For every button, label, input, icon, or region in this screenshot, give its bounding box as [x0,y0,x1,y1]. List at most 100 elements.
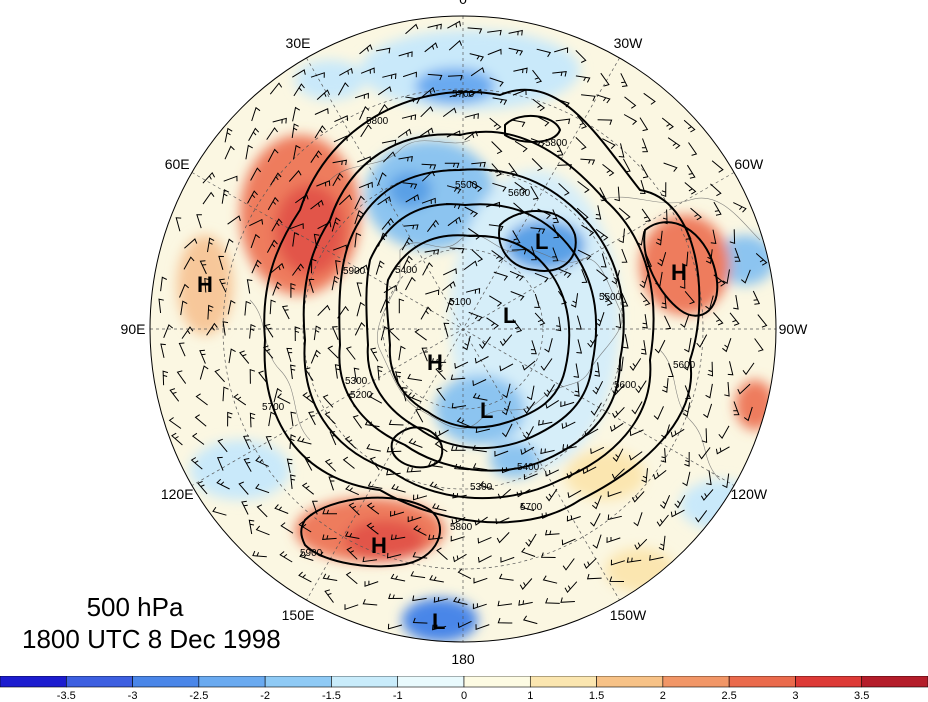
wind-barb [510,119,526,127]
wind-barb [576,207,589,221]
wind-barb [269,82,283,95]
wind-barb [599,187,607,202]
wind-barb [486,201,500,208]
wind-barb [713,274,726,287]
wind-barb [178,342,186,357]
wind-barb [405,276,416,291]
wind-barb [322,534,337,540]
wind-barb [255,456,269,467]
wind-barb [387,623,403,630]
wind-barb [316,180,331,187]
wind-barb [375,260,385,275]
wind-barb [472,392,488,401]
color-bar-label: -1.5 [322,690,341,702]
wind-barb [427,23,442,30]
color-bar-boxes [0,676,928,688]
wind-barb [313,325,321,341]
wind-barb [487,48,502,56]
wind-barb [470,67,485,77]
wind-barb [557,290,568,305]
wind-barb [179,283,190,298]
wind-barb [425,289,440,296]
wind-barb [324,458,337,472]
wind-barb [479,481,494,490]
wind-barb [611,468,625,480]
wind-barb [382,151,396,163]
wind-barb [447,216,462,227]
wind-barb [609,576,625,582]
wind-barb [684,385,692,400]
wind-barb [575,75,591,83]
wind-barb [382,73,397,79]
wind-barb [645,253,653,268]
wind-barb [359,44,373,55]
wind-barb [540,358,553,371]
wind-barb [703,403,713,419]
color-bar-box [529,676,597,688]
wind-barb [660,448,667,463]
wind-barb [492,182,507,192]
wind-barb [510,291,525,301]
wind-barb [337,305,349,319]
wind-barb [354,209,364,225]
wind-barb [512,230,521,245]
wind-barb [556,141,564,156]
wind-barb [370,347,379,362]
wind-barb [398,51,413,58]
wind-barb [679,274,686,289]
wind-barb [332,172,344,187]
wind-barb [562,558,575,571]
wind-barb [424,42,438,53]
wind-barb [487,29,502,36]
wind-barb [348,393,355,408]
wind-barb [661,117,674,130]
wind-barb [390,573,406,582]
wind-barb [268,411,276,427]
wind-barb [221,189,230,204]
wind-barb [379,298,390,313]
wind-barb [558,183,570,196]
wind-barb [594,362,600,377]
wind-barb [334,364,341,379]
wind-barb [718,425,730,439]
wind-barb [272,117,287,124]
wind-barb [492,97,508,105]
wind-barb [447,20,461,29]
wind-barb [267,196,279,211]
wind-barb [181,326,194,339]
wind-barb [279,551,293,563]
wind-barb [319,551,334,561]
wind-barb [499,363,514,372]
wind-barb [449,92,464,98]
wind-barb [475,427,491,434]
wind-barb [626,557,642,563]
wind-barb [248,127,260,141]
wind-barb [536,115,550,127]
wind-barb [197,480,208,495]
wind-barb [338,194,353,206]
wind-barb [380,326,390,341]
wind-barb [329,431,337,446]
wind-barb [274,504,289,514]
wind-barb [352,415,363,429]
wind-barb [493,271,509,281]
wind-barb [202,191,215,205]
wind-barb [602,138,616,149]
contour-label: 5200 [350,390,373,401]
wind-barb [561,538,576,546]
wind-barb [710,183,722,197]
wind-barb [631,491,645,503]
wind-barb [472,379,487,387]
wind-barb [388,327,400,341]
wind-barb [424,249,440,255]
wind-barb [705,295,714,310]
wind-barb [407,516,422,523]
wind-barb [332,159,347,166]
wind-barb [660,182,667,197]
wind-barb [311,258,317,274]
wind-barb [491,163,502,177]
wind-barb [733,202,747,213]
wind-barb [360,67,375,74]
wind-barb [356,301,366,317]
wind-barb [331,326,339,341]
